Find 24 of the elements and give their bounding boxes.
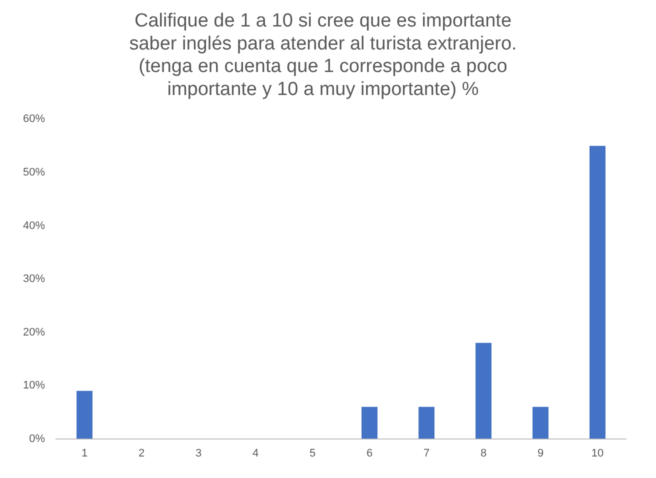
x-tick-label: 4 xyxy=(252,447,259,460)
x-tick-label: 7 xyxy=(423,447,430,460)
y-tick-label: 30% xyxy=(22,273,46,286)
bar xyxy=(362,406,378,439)
y-tick-label: 0% xyxy=(29,432,46,445)
chart-title: Califique de 1 a 10 si cree que es importante saber inglés para atender al turista extranjero. (tenga en cuenta que 1 corresponde a poco importante y 10 a muy importante) % xyxy=(129,10,517,100)
x-tick-label: 10 xyxy=(591,447,604,460)
x-tick-label: 2 xyxy=(138,447,145,460)
bar xyxy=(76,390,92,439)
bar xyxy=(418,406,434,439)
y-tick-label: 40% xyxy=(22,220,46,232)
x-tick-label: 6 xyxy=(366,447,373,460)
y-tick-label: 10% xyxy=(22,380,46,392)
y-tick-label: 20% xyxy=(22,326,46,338)
x-tick-label: 3 xyxy=(195,447,202,460)
bar xyxy=(476,342,492,439)
x-tick-label: 9 xyxy=(537,447,544,460)
x-tick-label: 1 xyxy=(81,447,88,460)
y-tick-label: 60% xyxy=(22,113,46,126)
bar xyxy=(532,406,548,439)
y-tick-label: 50% xyxy=(22,166,46,178)
bar xyxy=(590,146,606,439)
x-tick-label: 8 xyxy=(480,447,487,460)
x-tick-label: 5 xyxy=(309,447,316,460)
